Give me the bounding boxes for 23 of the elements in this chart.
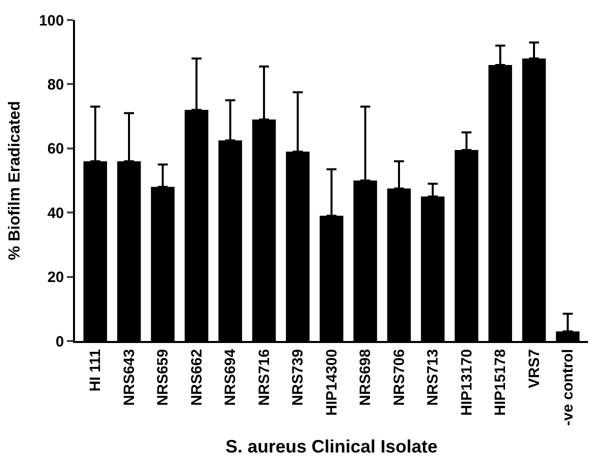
y-tick-label: 60: [47, 140, 64, 158]
y-tick-label: 40: [47, 204, 64, 222]
x-tick-label: NRS643: [120, 349, 138, 406]
x-tick-label: NRS739: [290, 349, 307, 406]
x-axis-title: S. aureus Clinical Isolate: [225, 436, 438, 456]
x-tick-label: -ve control: [560, 349, 577, 426]
x-tick-label: HIP13170: [458, 349, 476, 416]
y-tick-label: 100: [38, 12, 64, 30]
y-tick-label: 20: [47, 269, 64, 286]
x-tick-label: NRS694: [222, 348, 240, 406]
x-tick-label: NRS662: [188, 349, 206, 406]
x-tick-label: NRS713: [424, 349, 442, 406]
y-tick-label: 80: [47, 76, 64, 94]
x-tick-label: NRS698: [357, 349, 374, 406]
x-tick-label: HIP15178: [492, 349, 510, 416]
y-axis-title: % Biofilm Eradicated: [6, 100, 24, 260]
x-tick-label: VRS7: [526, 349, 543, 388]
x-tick-label: NRS706: [390, 349, 408, 406]
x-tick-label: HIP14300: [323, 349, 340, 416]
x-tick-label: NRS716: [256, 349, 273, 406]
y-tick-label: 0: [56, 333, 64, 350]
x-tick-label: HI 111: [87, 349, 104, 392]
x-tick-label: NRS659: [154, 349, 172, 406]
